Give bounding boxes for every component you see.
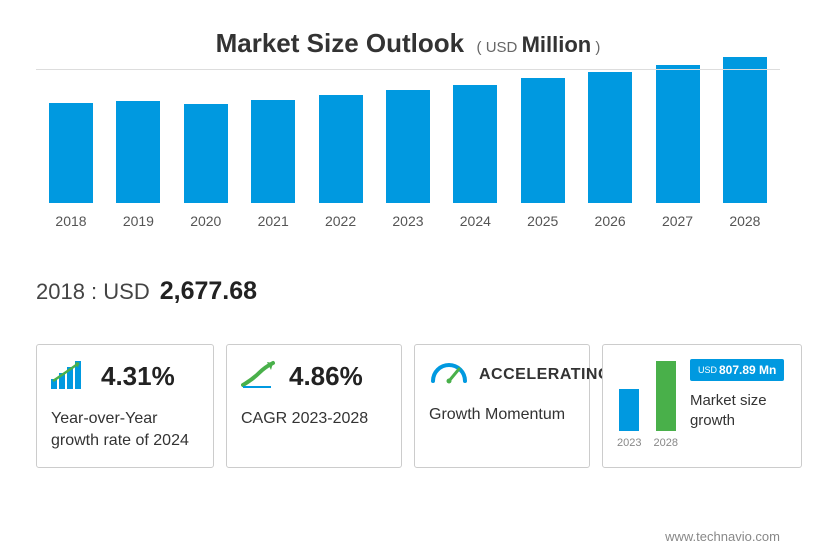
bar-label: 2022 [325,213,356,229]
card-yoy: 4.31% Year-over-Year growth rate of 2024 [36,344,214,468]
bar-label: 2023 [392,213,423,229]
bar [49,103,93,203]
bar-label: 2027 [662,213,693,229]
bar [251,100,295,203]
growth-arrow-icon [241,359,279,394]
bar [386,90,430,203]
mini-bar-item: 2028 [653,361,677,449]
bar [723,57,767,203]
momentum-title: ACCELERATING [479,364,611,386]
bar-label: 2024 [460,213,491,229]
bar [588,72,632,203]
mini-bar-label: 2023 [617,437,641,449]
cards-row: 4.31% Year-over-Year growth rate of 2024… [36,344,780,468]
card-momentum: ACCELERATING Growth Momentum [414,344,590,468]
bar-chart: 2018 2019 2020 2021 2022 2023 2024 2025 2026 2027… [36,69,780,259]
bar-item: 2024 [444,85,506,229]
card-marketsize: 2023 2028 USD807.89 Mn Market size growth [602,344,802,468]
mini-bar-label: 2028 [653,437,677,449]
bar [184,104,228,203]
yoy-value: 4.31% [101,361,175,392]
bar-item: 2022 [310,95,372,229]
bar-item: 2020 [175,104,237,229]
bar-item: 2025 [512,78,574,229]
bar-item: 2023 [377,90,439,229]
bar-item: 2026 [579,72,641,229]
bar [453,85,497,203]
mini-bar-item: 2023 [617,389,641,449]
bar-item: 2021 [242,100,304,229]
cagr-desc: CAGR 2023-2028 [241,408,387,430]
mini-bar [619,389,639,431]
base-year-value: 2018 : USD 2,677.68 [36,277,780,306]
mini-bar-chart: 2023 2028 [617,359,678,449]
card-cagr: 4.86% CAGR 2023-2028 [226,344,402,468]
bar-item: 2027 [647,65,709,229]
chart-title: Market Size Outlook ( USD Million ) [0,28,816,59]
bar [521,78,565,203]
bar-label: 2028 [729,213,760,229]
cagr-value: 4.86% [289,361,363,392]
footer-source: www.technavio.com [665,529,780,544]
base-value: 2,677.68 [160,277,257,306]
bar [656,65,700,203]
bar-label: 2020 [190,213,221,229]
bar-item: 2019 [107,101,169,229]
growth-desc: Market size growth [690,391,787,430]
title-main: Market Size Outlook [216,28,465,58]
bar-label: 2026 [595,213,626,229]
bar [319,95,363,203]
growth-tag: USD807.89 Mn [690,359,784,381]
base-label: 2018 : USD [36,279,150,305]
bar-arrow-up-icon [51,359,91,394]
mini-bar [656,361,676,431]
title-unit: ( USD Million ) [477,39,601,56]
bar-label: 2018 [55,213,86,229]
yoy-desc: Year-over-Year growth rate of 2024 [51,408,199,451]
bar-label: 2025 [527,213,558,229]
gauge-icon [429,359,469,390]
bar [116,101,160,203]
chart-baseline [36,69,780,70]
bar-item: 2028 [714,57,776,229]
bar-label: 2019 [123,213,154,229]
bar-label: 2021 [258,213,289,229]
bar-item: 2018 [40,103,102,229]
momentum-desc: Growth Momentum [429,404,575,426]
